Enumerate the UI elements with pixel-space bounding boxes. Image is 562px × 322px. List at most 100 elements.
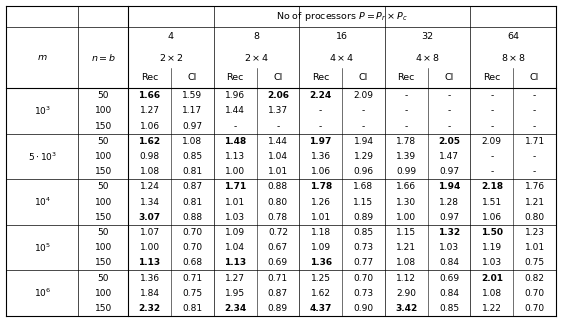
Text: 0.71: 0.71 xyxy=(268,273,288,282)
Text: $m$: $m$ xyxy=(37,53,48,62)
Text: 2.06: 2.06 xyxy=(267,91,289,100)
Text: 1.76: 1.76 xyxy=(524,182,545,191)
Text: 150: 150 xyxy=(94,258,112,267)
Text: 1.09: 1.09 xyxy=(311,243,331,252)
Text: 1.00: 1.00 xyxy=(396,213,416,222)
Text: 1.51: 1.51 xyxy=(482,198,502,207)
Text: $10^4$: $10^4$ xyxy=(34,196,51,208)
Text: 0.69: 0.69 xyxy=(268,258,288,267)
Text: No of processors $P = P_r \times P_c$: No of processors $P = P_r \times P_c$ xyxy=(277,10,408,23)
Text: Cl: Cl xyxy=(359,73,368,82)
Text: 2.24: 2.24 xyxy=(310,91,332,100)
Text: 50: 50 xyxy=(98,228,109,237)
Text: 150: 150 xyxy=(94,213,112,222)
Text: 1.78: 1.78 xyxy=(396,137,416,146)
Text: $8\times 8$: $8\times 8$ xyxy=(501,52,526,63)
Text: Cl: Cl xyxy=(445,73,454,82)
Text: 0.80: 0.80 xyxy=(268,198,288,207)
Text: 0.73: 0.73 xyxy=(353,289,374,298)
Text: 1.36: 1.36 xyxy=(139,273,160,282)
Text: 1.08: 1.08 xyxy=(396,258,416,267)
Text: 0.70: 0.70 xyxy=(524,304,545,313)
Text: 1.36: 1.36 xyxy=(311,152,331,161)
Text: 0.81: 0.81 xyxy=(182,198,202,207)
Text: 0.88: 0.88 xyxy=(268,182,288,191)
Text: Cl: Cl xyxy=(188,73,197,82)
Text: 0.73: 0.73 xyxy=(353,243,374,252)
Text: 1.06: 1.06 xyxy=(482,213,502,222)
Text: 1.34: 1.34 xyxy=(139,198,160,207)
Text: 1.07: 1.07 xyxy=(139,228,160,237)
Text: 0.89: 0.89 xyxy=(353,213,374,222)
Text: 1.21: 1.21 xyxy=(396,243,416,252)
Text: 1.94: 1.94 xyxy=(353,137,374,146)
Text: 8: 8 xyxy=(253,32,260,41)
Text: 1.29: 1.29 xyxy=(353,152,374,161)
Text: 1.44: 1.44 xyxy=(268,137,288,146)
Text: 1.28: 1.28 xyxy=(439,198,459,207)
Text: 4.37: 4.37 xyxy=(310,304,332,313)
Text: 1.03: 1.03 xyxy=(225,213,245,222)
Text: $4\times 4$: $4\times 4$ xyxy=(329,52,355,63)
Text: 50: 50 xyxy=(98,137,109,146)
Text: 1.17: 1.17 xyxy=(182,107,202,115)
Text: 0.85: 0.85 xyxy=(353,228,374,237)
Text: 1.62: 1.62 xyxy=(311,289,330,298)
Text: 1.37: 1.37 xyxy=(268,107,288,115)
Text: 150: 150 xyxy=(94,167,112,176)
Text: 64: 64 xyxy=(507,32,519,41)
Text: 100: 100 xyxy=(94,107,112,115)
Text: 0.98: 0.98 xyxy=(139,152,160,161)
Text: 0.88: 0.88 xyxy=(182,213,202,222)
Text: $5\cdot 10^3$: $5\cdot 10^3$ xyxy=(28,150,57,163)
Text: 1.06: 1.06 xyxy=(311,167,331,176)
Text: 0.75: 0.75 xyxy=(524,258,545,267)
Text: $n=b$: $n=b$ xyxy=(90,52,116,63)
Text: 0.84: 0.84 xyxy=(439,289,459,298)
Text: 1.47: 1.47 xyxy=(439,152,459,161)
Text: 150: 150 xyxy=(94,304,112,313)
Text: 1.04: 1.04 xyxy=(225,243,245,252)
Text: 1.30: 1.30 xyxy=(396,198,416,207)
Text: -: - xyxy=(319,122,322,131)
Text: 0.87: 0.87 xyxy=(182,182,202,191)
Text: 50: 50 xyxy=(98,273,109,282)
Text: 0.81: 0.81 xyxy=(182,167,202,176)
Text: 0.70: 0.70 xyxy=(182,243,202,252)
Text: 0.70: 0.70 xyxy=(524,289,545,298)
Text: 1.71: 1.71 xyxy=(224,182,246,191)
Text: 1.44: 1.44 xyxy=(225,107,245,115)
Text: 0.75: 0.75 xyxy=(182,289,202,298)
Text: 0.68: 0.68 xyxy=(182,258,202,267)
Text: -: - xyxy=(362,107,365,115)
Text: 1.18: 1.18 xyxy=(311,228,331,237)
Text: 0.82: 0.82 xyxy=(524,273,545,282)
Text: 1.09: 1.09 xyxy=(225,228,245,237)
Text: 0.70: 0.70 xyxy=(182,228,202,237)
Text: -: - xyxy=(533,107,536,115)
Text: 2.90: 2.90 xyxy=(396,289,416,298)
Text: 0.84: 0.84 xyxy=(439,258,459,267)
Text: 1.19: 1.19 xyxy=(482,243,502,252)
Text: 0.69: 0.69 xyxy=(439,273,459,282)
Text: 1.27: 1.27 xyxy=(225,273,245,282)
Text: 100: 100 xyxy=(94,152,112,161)
Text: -: - xyxy=(447,107,451,115)
Text: 1.27: 1.27 xyxy=(139,107,160,115)
Text: 0.81: 0.81 xyxy=(182,304,202,313)
Text: 1.13: 1.13 xyxy=(138,258,161,267)
Text: -: - xyxy=(490,152,493,161)
Text: $10^5$: $10^5$ xyxy=(34,242,51,254)
Text: -: - xyxy=(533,91,536,100)
Text: 1.01: 1.01 xyxy=(311,213,331,222)
Text: 1.00: 1.00 xyxy=(225,167,245,176)
Text: -: - xyxy=(490,91,493,100)
Text: $2\times 4$: $2\times 4$ xyxy=(244,52,269,63)
Text: 1.13: 1.13 xyxy=(224,258,246,267)
Text: 1.39: 1.39 xyxy=(396,152,416,161)
Text: 1.95: 1.95 xyxy=(225,289,245,298)
Text: 1.22: 1.22 xyxy=(482,304,502,313)
Text: -: - xyxy=(405,91,408,100)
Text: 1.03: 1.03 xyxy=(439,243,459,252)
Text: -: - xyxy=(533,152,536,161)
